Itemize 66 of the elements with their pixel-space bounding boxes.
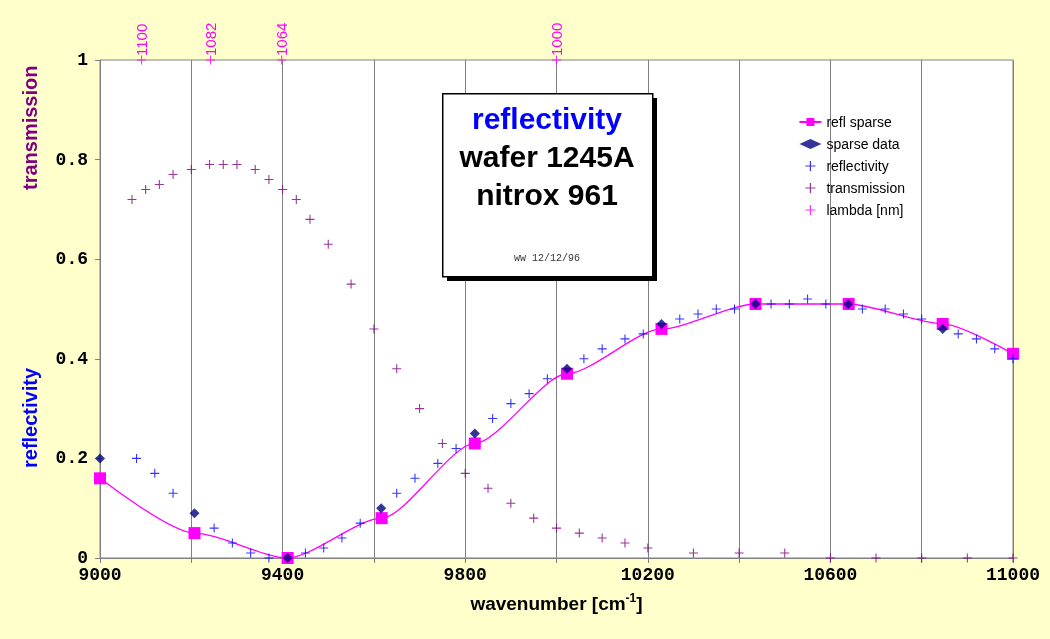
- y-axis-title: reflectivity: [19, 367, 41, 468]
- x-tick-label: 9800: [443, 565, 487, 585]
- point: [375, 512, 388, 525]
- annotation: 1100: [133, 23, 151, 56]
- point: [880, 304, 890, 314]
- point: [188, 527, 201, 540]
- point: [410, 473, 420, 483]
- point: [264, 553, 274, 563]
- point: [552, 55, 561, 65]
- annotation: 1000: [548, 22, 565, 56]
- point: [734, 548, 744, 558]
- legend-label: transmission: [826, 180, 906, 196]
- point: [730, 304, 740, 314]
- x-tick-label: 9000: [78, 565, 122, 585]
- point: [857, 304, 867, 314]
- x-tick-label: 11000: [985, 565, 1041, 585]
- point: [620, 334, 630, 344]
- point: [693, 309, 703, 319]
- point: [780, 548, 790, 558]
- text: wafer 1245A nitrox 961: [458, 139, 635, 211]
- annotation: ww 12/12/96: [513, 252, 581, 264]
- x-tick-label: 10200: [620, 565, 675, 585]
- point: [656, 318, 667, 329]
- point: [898, 309, 908, 319]
- point: [205, 55, 215, 65]
- point: [784, 299, 794, 309]
- point: [711, 304, 721, 314]
- point: [300, 548, 310, 558]
- legend-label: reflectivity: [826, 158, 889, 174]
- y-tick-label: 0.8: [55, 149, 88, 170]
- y-tick-label: 0: [77, 548, 88, 568]
- point: [94, 472, 106, 485]
- point: [468, 437, 481, 450]
- point: [376, 503, 387, 514]
- x-tick-label: 9400: [260, 565, 305, 585]
- point: [95, 453, 105, 464]
- point: [483, 483, 493, 493]
- point: [246, 548, 256, 558]
- point: [277, 55, 287, 65]
- point: [962, 553, 972, 563]
- point: [871, 553, 881, 563]
- point: [189, 508, 200, 519]
- annotation: 1064: [273, 22, 291, 56]
- legend-label: refl sparse: [826, 114, 892, 130]
- point: [469, 428, 480, 439]
- y-tick-label: 0.4: [55, 348, 89, 369]
- legend-label: lambda [nm]: [826, 202, 904, 218]
- legend-label: sparse data: [826, 136, 900, 152]
- point: [1008, 354, 1018, 364]
- point: [643, 543, 653, 553]
- point: [937, 323, 948, 334]
- y-tick-label: 1: [77, 50, 89, 70]
- y-tick-label: 0.2: [55, 448, 88, 469]
- annotation: 1082: [201, 22, 219, 56]
- point: [137, 55, 147, 65]
- x-tick-label: 10600: [803, 565, 858, 585]
- point: [821, 299, 831, 309]
- point: [766, 299, 776, 309]
- point: [319, 543, 329, 553]
- point: [562, 363, 572, 374]
- point: [620, 538, 630, 548]
- point: [305, 214, 315, 224]
- text: reflectivity: [471, 101, 623, 135]
- y-tick-label: 0.6: [55, 249, 88, 270]
- text: transmission: [19, 65, 41, 190]
- point: [688, 548, 698, 558]
